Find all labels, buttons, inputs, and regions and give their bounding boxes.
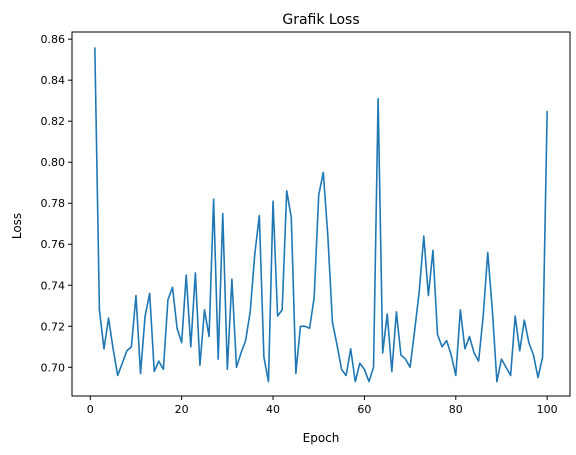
y-axis-title: Loss xyxy=(10,213,24,239)
y-tick-label: 0.86 xyxy=(41,33,66,46)
chart-title: Grafik Loss xyxy=(282,12,359,28)
x-tick-label: 80 xyxy=(449,403,463,416)
y-axis-ticks: 0.70 0.72 0.74 0.76 0.78 0.80 0.82 0.84 0.86 xyxy=(41,33,72,374)
y-tick-label: 0.70 xyxy=(41,361,66,374)
x-tick-label: 0 xyxy=(87,403,94,416)
y-tick-label: 0.82 xyxy=(41,115,66,128)
y-tick-label: 0.72 xyxy=(41,320,66,333)
x-axis-title: Epoch xyxy=(303,431,340,445)
y-tick-label: 0.78 xyxy=(41,197,66,210)
loss-series-line xyxy=(94,47,548,383)
x-tick-label: 60 xyxy=(357,403,371,416)
x-tick-label: 20 xyxy=(175,403,189,416)
y-tick-label: 0.80 xyxy=(41,156,66,169)
plot-frame xyxy=(71,31,571,397)
plot-area xyxy=(94,47,548,383)
y-tick-label: 0.76 xyxy=(41,238,66,251)
x-axis-ticks: 0 20 40 60 80 100 xyxy=(87,396,558,416)
y-tick-label: 0.84 xyxy=(41,74,66,87)
y-tick-label: 0.74 xyxy=(41,279,66,292)
x-tick-label: 40 xyxy=(266,403,280,416)
x-tick-label: 100 xyxy=(537,403,558,416)
